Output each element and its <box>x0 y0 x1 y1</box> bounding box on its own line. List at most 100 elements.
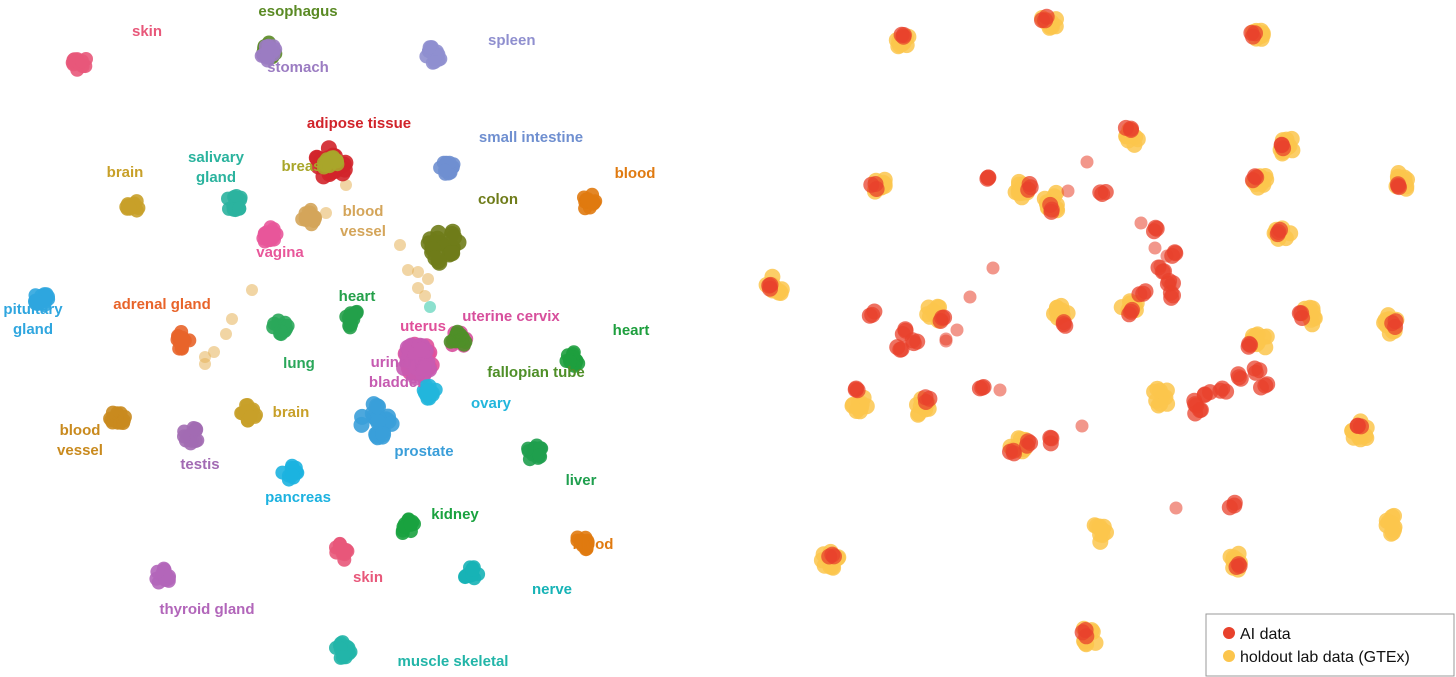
cluster-point-liver <box>521 441 536 456</box>
cluster-label: brain <box>107 164 144 181</box>
ai-point <box>1242 336 1259 353</box>
ai-point <box>863 176 880 193</box>
ai-point <box>1291 305 1308 322</box>
scatter-point <box>422 273 434 285</box>
scatter-point <box>424 301 436 313</box>
cluster-label: pancreas <box>265 489 331 506</box>
ai-point <box>1230 369 1247 386</box>
ai-point <box>1187 405 1204 422</box>
cluster-label: liver <box>566 472 597 489</box>
scatter-point <box>199 358 211 370</box>
legend-gtex-marker <box>1223 650 1235 662</box>
ai-point <box>1153 259 1167 273</box>
cluster-point-skin <box>75 54 89 69</box>
ai-point <box>1042 196 1059 213</box>
ai-point <box>1042 429 1059 446</box>
cluster-label: heart <box>613 322 650 339</box>
ai-point <box>963 290 977 304</box>
ai-point <box>1061 184 1075 198</box>
ai-point <box>866 303 883 320</box>
cluster-point-colon <box>444 245 461 262</box>
ai-point <box>993 383 1007 397</box>
cluster-point-breast <box>329 153 344 168</box>
cluster-label: muscle skeletal <box>398 653 509 670</box>
cluster-point-spleen <box>427 55 442 70</box>
legend-gtex-label: holdout lab data (GTEx) <box>1240 649 1410 666</box>
scatter-point <box>208 346 220 358</box>
cluster-point-heart <box>563 354 578 369</box>
cluster-point-urinary-bladder <box>415 360 432 377</box>
cluster-label: nerve <box>532 581 572 598</box>
ai-point <box>1272 221 1288 238</box>
ai-point <box>1020 181 1037 198</box>
cluster-label: spleen <box>488 32 536 49</box>
ai-point <box>1163 278 1177 292</box>
scatter-point <box>320 207 332 219</box>
cluster-point-blood <box>570 533 585 548</box>
ai-point <box>1387 319 1404 335</box>
cluster-point-colon <box>427 250 444 267</box>
cluster-point-salivary-gland <box>229 189 244 203</box>
cluster-point-muscle-skeletal <box>335 650 350 665</box>
cluster-point-blood <box>586 196 601 211</box>
cluster-point-blood-vessel <box>117 410 132 424</box>
ai-point <box>897 321 914 338</box>
ai-point <box>950 323 964 337</box>
cluster-label: heart <box>339 288 376 305</box>
ai-point <box>1034 12 1050 29</box>
cluster-point-spleen <box>422 40 437 55</box>
cluster-point-breast <box>319 158 334 173</box>
legend-box <box>1205 613 1455 677</box>
cluster-point-colon <box>446 229 463 246</box>
cluster-point-nerve <box>465 563 480 577</box>
ai-point <box>1257 377 1274 394</box>
ai-point <box>934 309 951 326</box>
gtex-point <box>1094 527 1111 543</box>
cluster-point-adrenal-gland <box>175 333 190 348</box>
ai-point <box>1245 28 1261 45</box>
scatter-point <box>226 313 238 325</box>
scatter-point <box>412 282 424 294</box>
cluster-point-salivary-gland <box>232 201 247 216</box>
cluster-label: skin <box>353 569 383 586</box>
ai-point <box>826 548 842 565</box>
cluster-label: lung <box>283 355 315 372</box>
cluster-point-pituitary-gland <box>38 294 53 309</box>
ai-point <box>1244 172 1261 189</box>
ai-point <box>1134 216 1148 230</box>
legend-ai-marker <box>1223 627 1235 639</box>
ai-point <box>1148 241 1162 255</box>
cluster-point-ovary <box>425 385 440 400</box>
cluster-label: vagina <box>256 244 304 261</box>
cluster-point-vagina <box>263 233 278 248</box>
gtex-point <box>1305 309 1322 326</box>
cluster-point-fallopian-tube <box>452 333 466 348</box>
scatter-point <box>419 290 431 302</box>
ai-point <box>1080 155 1094 169</box>
cluster-point-small-intestine <box>438 163 452 178</box>
ai-point <box>1005 442 1022 459</box>
ai-point <box>1218 383 1235 400</box>
cluster-point-thyroid-gland <box>150 564 165 579</box>
cluster-label: colon <box>478 191 518 208</box>
cluster-label: fallopian tube <box>487 364 585 381</box>
gtex-point <box>1159 395 1176 412</box>
ai-point <box>939 334 953 348</box>
ai-point <box>1228 559 1245 575</box>
cluster-label: brain <box>273 404 310 421</box>
ai-point <box>1075 419 1089 433</box>
ai-point <box>986 261 1000 275</box>
ai-point <box>1226 497 1243 514</box>
scatter-point <box>412 266 424 278</box>
cluster-label: adipose tissue <box>307 115 411 132</box>
cluster-point-thyroid-gland <box>162 569 176 584</box>
scatter-point <box>340 179 352 191</box>
cluster-point-pancreas <box>285 468 300 483</box>
cluster-point-urinary-bladder <box>413 341 430 358</box>
cluster-point-blood-vessel <box>308 211 322 226</box>
ai-point <box>1121 306 1138 323</box>
ai-point <box>1123 122 1139 138</box>
left-scatter-panel: skin esophagus stomach spleen adipose tissue… <box>3 3 655 670</box>
cluster-point-prostate <box>370 414 386 430</box>
